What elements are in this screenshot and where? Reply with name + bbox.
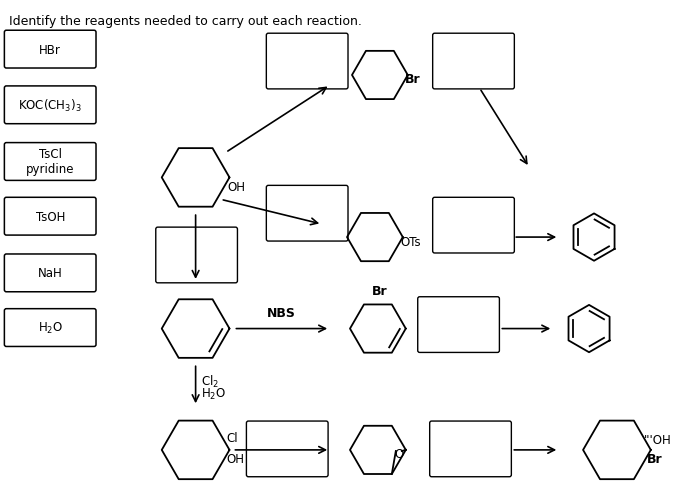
FancyBboxPatch shape <box>430 421 512 477</box>
FancyBboxPatch shape <box>4 143 96 181</box>
Text: O: O <box>394 447 403 460</box>
FancyBboxPatch shape <box>418 297 499 353</box>
Text: H$_2$O: H$_2$O <box>38 320 63 336</box>
FancyBboxPatch shape <box>246 421 328 477</box>
FancyBboxPatch shape <box>4 255 96 292</box>
Text: OTs: OTs <box>400 235 421 248</box>
FancyBboxPatch shape <box>266 186 348 241</box>
FancyBboxPatch shape <box>4 31 96 69</box>
Text: Cl: Cl <box>226 431 237 444</box>
Text: OH: OH <box>227 180 245 193</box>
Text: Br: Br <box>372 284 388 297</box>
FancyBboxPatch shape <box>156 227 237 283</box>
Text: Br: Br <box>648 452 663 465</box>
FancyBboxPatch shape <box>4 198 96 235</box>
FancyBboxPatch shape <box>4 87 96 124</box>
Text: Identify the reagents needed to carry out each reaction.: Identify the reagents needed to carry ou… <box>9 16 362 28</box>
Text: '''OH: '''OH <box>644 433 672 446</box>
Text: TsOH: TsOH <box>36 210 65 223</box>
Text: NaH: NaH <box>38 267 62 280</box>
Text: HBr: HBr <box>39 44 61 57</box>
Text: OH: OH <box>226 452 244 465</box>
Text: TsCl
pyridine: TsCl pyridine <box>26 148 74 176</box>
FancyBboxPatch shape <box>4 309 96 347</box>
Text: KOC(CH$_3$)$_3$: KOC(CH$_3$)$_3$ <box>18 98 82 114</box>
FancyBboxPatch shape <box>433 34 514 90</box>
FancyBboxPatch shape <box>266 34 348 90</box>
FancyBboxPatch shape <box>433 198 514 254</box>
Text: NBS: NBS <box>267 306 295 319</box>
Text: Br: Br <box>405 73 421 86</box>
Text: H$_2$O: H$_2$O <box>201 386 226 401</box>
Text: Cl$_2$: Cl$_2$ <box>201 374 218 390</box>
